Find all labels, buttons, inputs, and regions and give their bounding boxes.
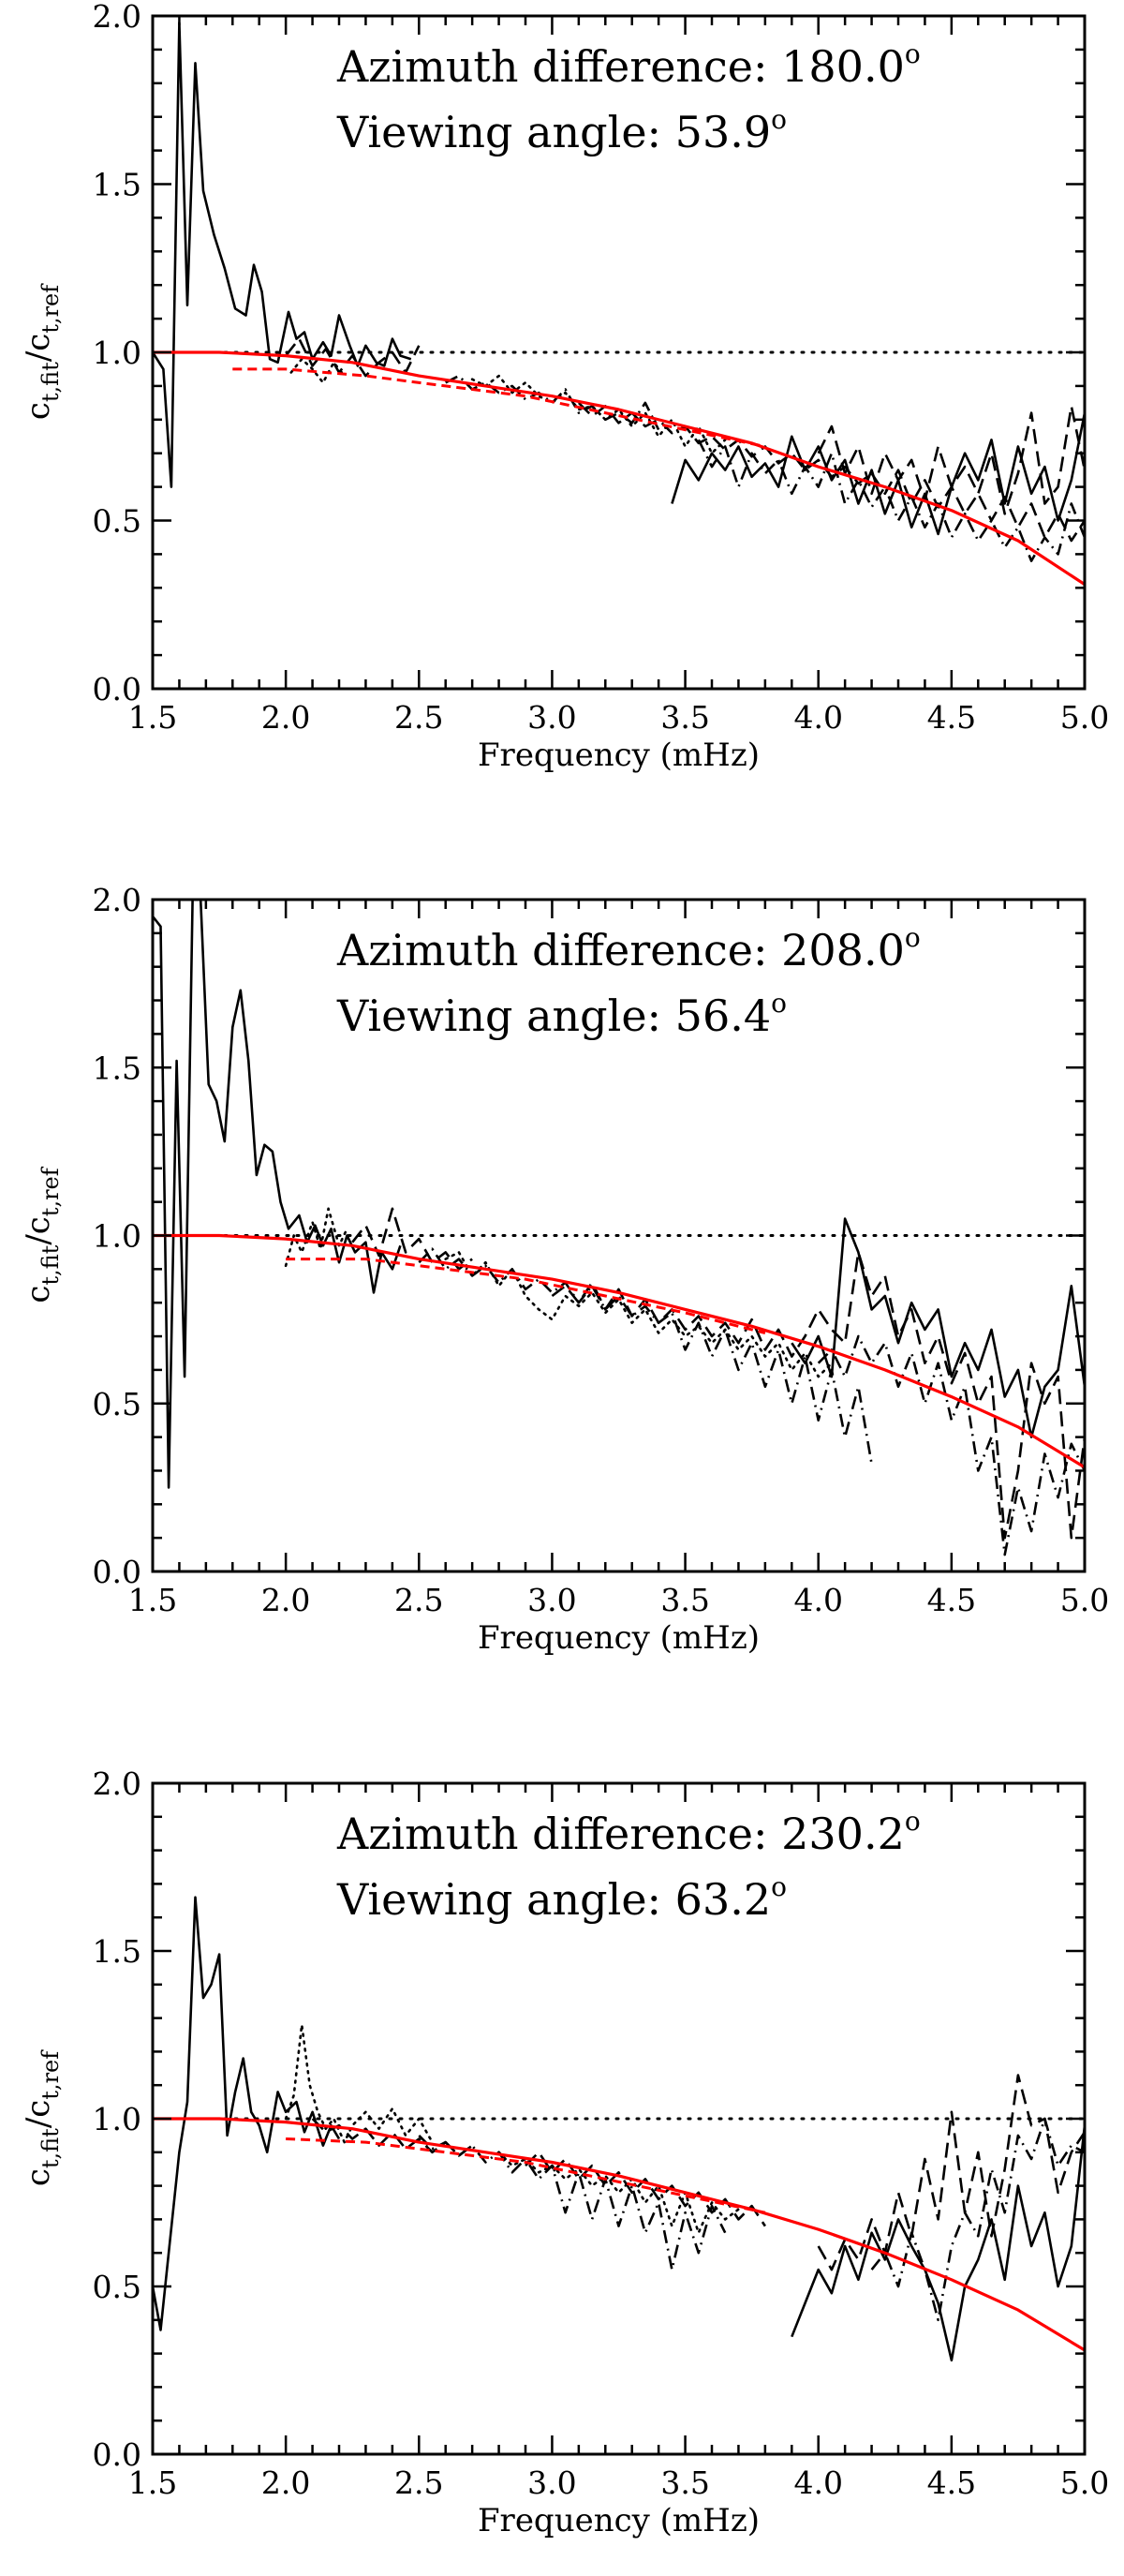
x-tick-label: 3.0 (527, 699, 576, 736)
y-tick-label: 1.0 (93, 1218, 141, 1255)
data-series-2 (153, 900, 402, 1489)
series-group (153, 21, 1085, 587)
x-tick-label: 2.0 (261, 1582, 310, 1618)
x-tick-label: 5.0 (1060, 1582, 1109, 1618)
data-series-6 (497, 2151, 740, 2234)
data-series-4 (351, 1207, 473, 1271)
chart-panel-1: 1.5 2.0 2.5 3.0 3.5 4.0 4.5 5.0 0.0 0.5 1.0 1.5 2.0 F… (20, 0, 1109, 774)
x-tick-label: 3.5 (660, 699, 709, 736)
data-series-9 (817, 1334, 1085, 1556)
model-curve-11 (286, 1258, 766, 1334)
series-group (153, 900, 1085, 1556)
data-series-4 (289, 357, 347, 384)
data-series-5 (418, 1247, 873, 1465)
chart-panel-2: 1.5 2.0 2.5 3.0 3.5 4.0 4.5 5.0 0.0 0.5 1.0 1.5 2.0 F… (20, 882, 1109, 1657)
data-series-10 (870, 2117, 1085, 2322)
x-tick-label: 1.5 (128, 1582, 177, 1618)
y-tick-label: 0.5 (93, 503, 141, 540)
data-series-5 (418, 2134, 727, 2271)
data-series-7 (551, 1251, 1085, 1540)
data-series-3 (284, 2023, 434, 2144)
model-curve-10 (153, 1233, 1085, 1469)
data-series-3 (285, 337, 421, 378)
data-series-8 (671, 412, 1085, 536)
y-tick-label: 1.0 (93, 335, 141, 371)
y-axis-label: ct,fit/ct,ref (20, 2049, 64, 2186)
x-tick-label: 3.5 (660, 2464, 709, 2501)
data-series-9 (817, 405, 1085, 515)
x-tick-label: 2.5 (394, 699, 443, 736)
x-axis-label: Frequency (mHz) (478, 737, 760, 774)
data-series-10 (697, 439, 1085, 562)
model-curve-12 (232, 367, 766, 448)
x-tick-label: 4.5 (927, 699, 976, 736)
data-series-7 (525, 2151, 766, 2227)
y-tick-label: 1.5 (93, 1933, 141, 1970)
x-tick-label: 2.5 (394, 2464, 443, 2501)
model-curve-11 (153, 2117, 1085, 2352)
y-tick-label: 0.5 (93, 2269, 141, 2305)
y-tick-label: 2.0 (93, 882, 141, 918)
y-tick-label: 2.0 (93, 1765, 141, 1802)
x-tick-label: 2.5 (394, 1582, 443, 1618)
data-series-8 (791, 2125, 1085, 2362)
y-tick-label: 0.0 (93, 2436, 141, 2473)
x-axis-label: Frequency (mHz) (478, 1619, 760, 1657)
x-tick-label: 3.0 (527, 1582, 576, 1618)
y-tick-label: 1.5 (93, 1050, 141, 1086)
azimuth-annotation: Azimuth difference: 230.2o (336, 1806, 921, 1859)
x-tick-label: 4.0 (793, 2464, 842, 2501)
x-tick-label: 2.0 (261, 2464, 310, 2501)
x-tick-label: 4.0 (793, 699, 842, 736)
x-tick-label: 4.0 (793, 1582, 842, 1618)
data-series-2 (153, 21, 412, 488)
y-tick-label: 1.5 (93, 167, 141, 203)
x-tick-label: 3.5 (660, 1582, 709, 1618)
y-tick-label: 0.0 (93, 1554, 141, 1590)
azimuth-annotation: Azimuth difference: 208.0o (336, 922, 921, 975)
series-group (153, 1896, 1085, 2362)
y-axis-label: ct,fit/ct,ref (20, 1166, 64, 1303)
model-curve-12 (286, 2137, 766, 2214)
x-tick-label: 3.0 (527, 2464, 576, 2501)
x-tick-label: 2.0 (261, 699, 310, 736)
data-series-8 (791, 1217, 1085, 1438)
x-axis-label: Frequency (mHz) (478, 2502, 760, 2539)
x-tick-label: 5.0 (1060, 2464, 1109, 2501)
viewing-angle-annotation: Viewing angle: 63.2o (336, 1871, 787, 1925)
azimuth-annotation: Azimuth difference: 180.0o (336, 38, 921, 92)
model-curve-11 (153, 350, 1085, 587)
viewing-angle-annotation: Viewing angle: 53.9o (336, 104, 787, 157)
viewing-angle-annotation: Viewing angle: 56.4o (336, 988, 787, 1041)
data-series-6 (470, 374, 727, 455)
x-tick-label: 1.5 (128, 699, 177, 736)
y-tick-label: 0.0 (93, 671, 141, 707)
y-tick-label: 2.0 (93, 0, 141, 35)
x-tick-label: 4.5 (927, 1582, 976, 1618)
y-tick-label: 0.5 (93, 1386, 141, 1422)
x-tick-label: 4.5 (927, 2464, 976, 2501)
y-axis-label: ct,fit/ct,ref (20, 283, 64, 420)
y-tick-label: 1.0 (93, 2101, 141, 2137)
x-tick-label: 5.0 (1060, 699, 1109, 736)
chart-panel-3: 1.5 2.0 2.5 3.0 3.5 4.0 4.5 5.0 0.0 0.5 1.0 1.5 2.0 F… (20, 1765, 1109, 2539)
x-tick-label: 1.5 (128, 2464, 177, 2501)
